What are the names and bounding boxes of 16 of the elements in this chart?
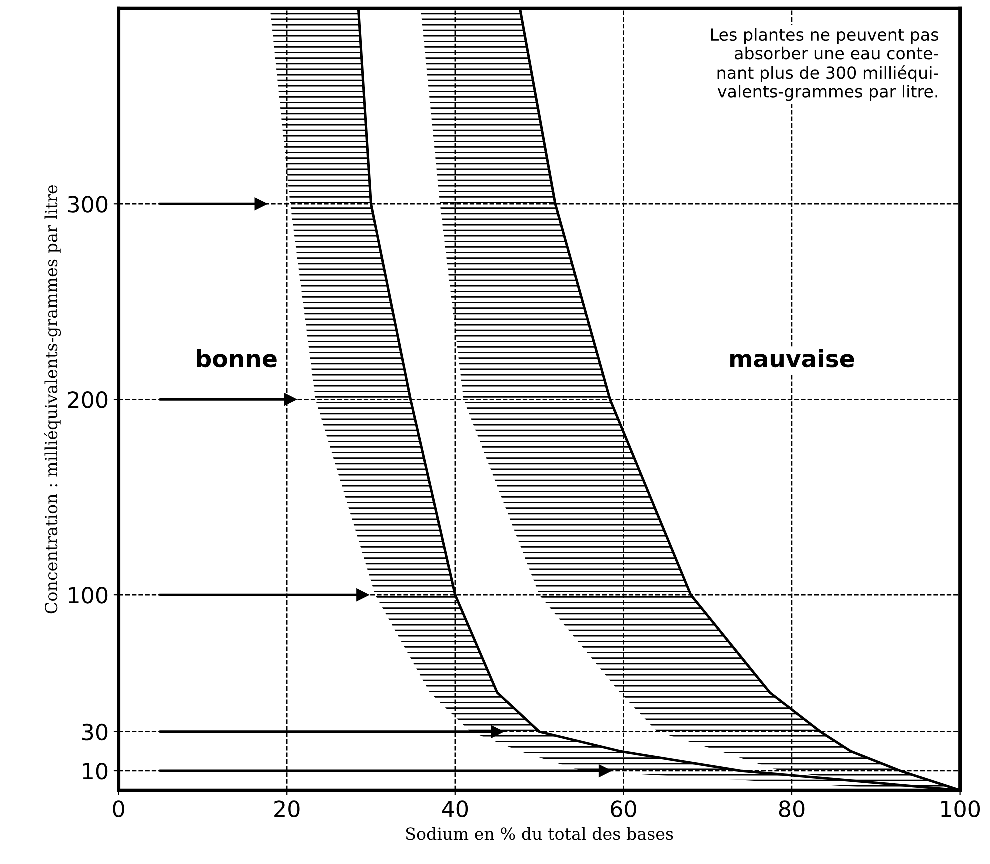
x-axis-title: Sodium en % du total des bases <box>406 827 674 840</box>
y-tick-label: 10 <box>83 762 108 780</box>
y-tick-label: 100 <box>69 587 108 604</box>
y-tick-label: 300 <box>68 196 108 213</box>
y-tick-label: 30 <box>82 724 108 741</box>
x-tick-label: 100 <box>942 800 980 818</box>
annotation: mauvaise <box>730 349 854 368</box>
x-tick-label: 80 <box>779 800 805 818</box>
y-tick-label: 200 <box>68 392 108 408</box>
y-axis-title: Concentration : milliéquivalents-grammes par litre <box>44 185 62 614</box>
x-tick-label: 0 <box>113 800 124 818</box>
x-tick-label: 20 <box>274 800 300 818</box>
x-tick-label: 40 <box>442 800 468 818</box>
x-tick-label: 60 <box>611 800 636 818</box>
annotation: bonne <box>197 349 277 368</box>
annotation: Les plantes ne peuvent pas absorber une eau conte- nant plus de 300 milliéqui- valents-grammes par litre. <box>711 28 938 102</box>
